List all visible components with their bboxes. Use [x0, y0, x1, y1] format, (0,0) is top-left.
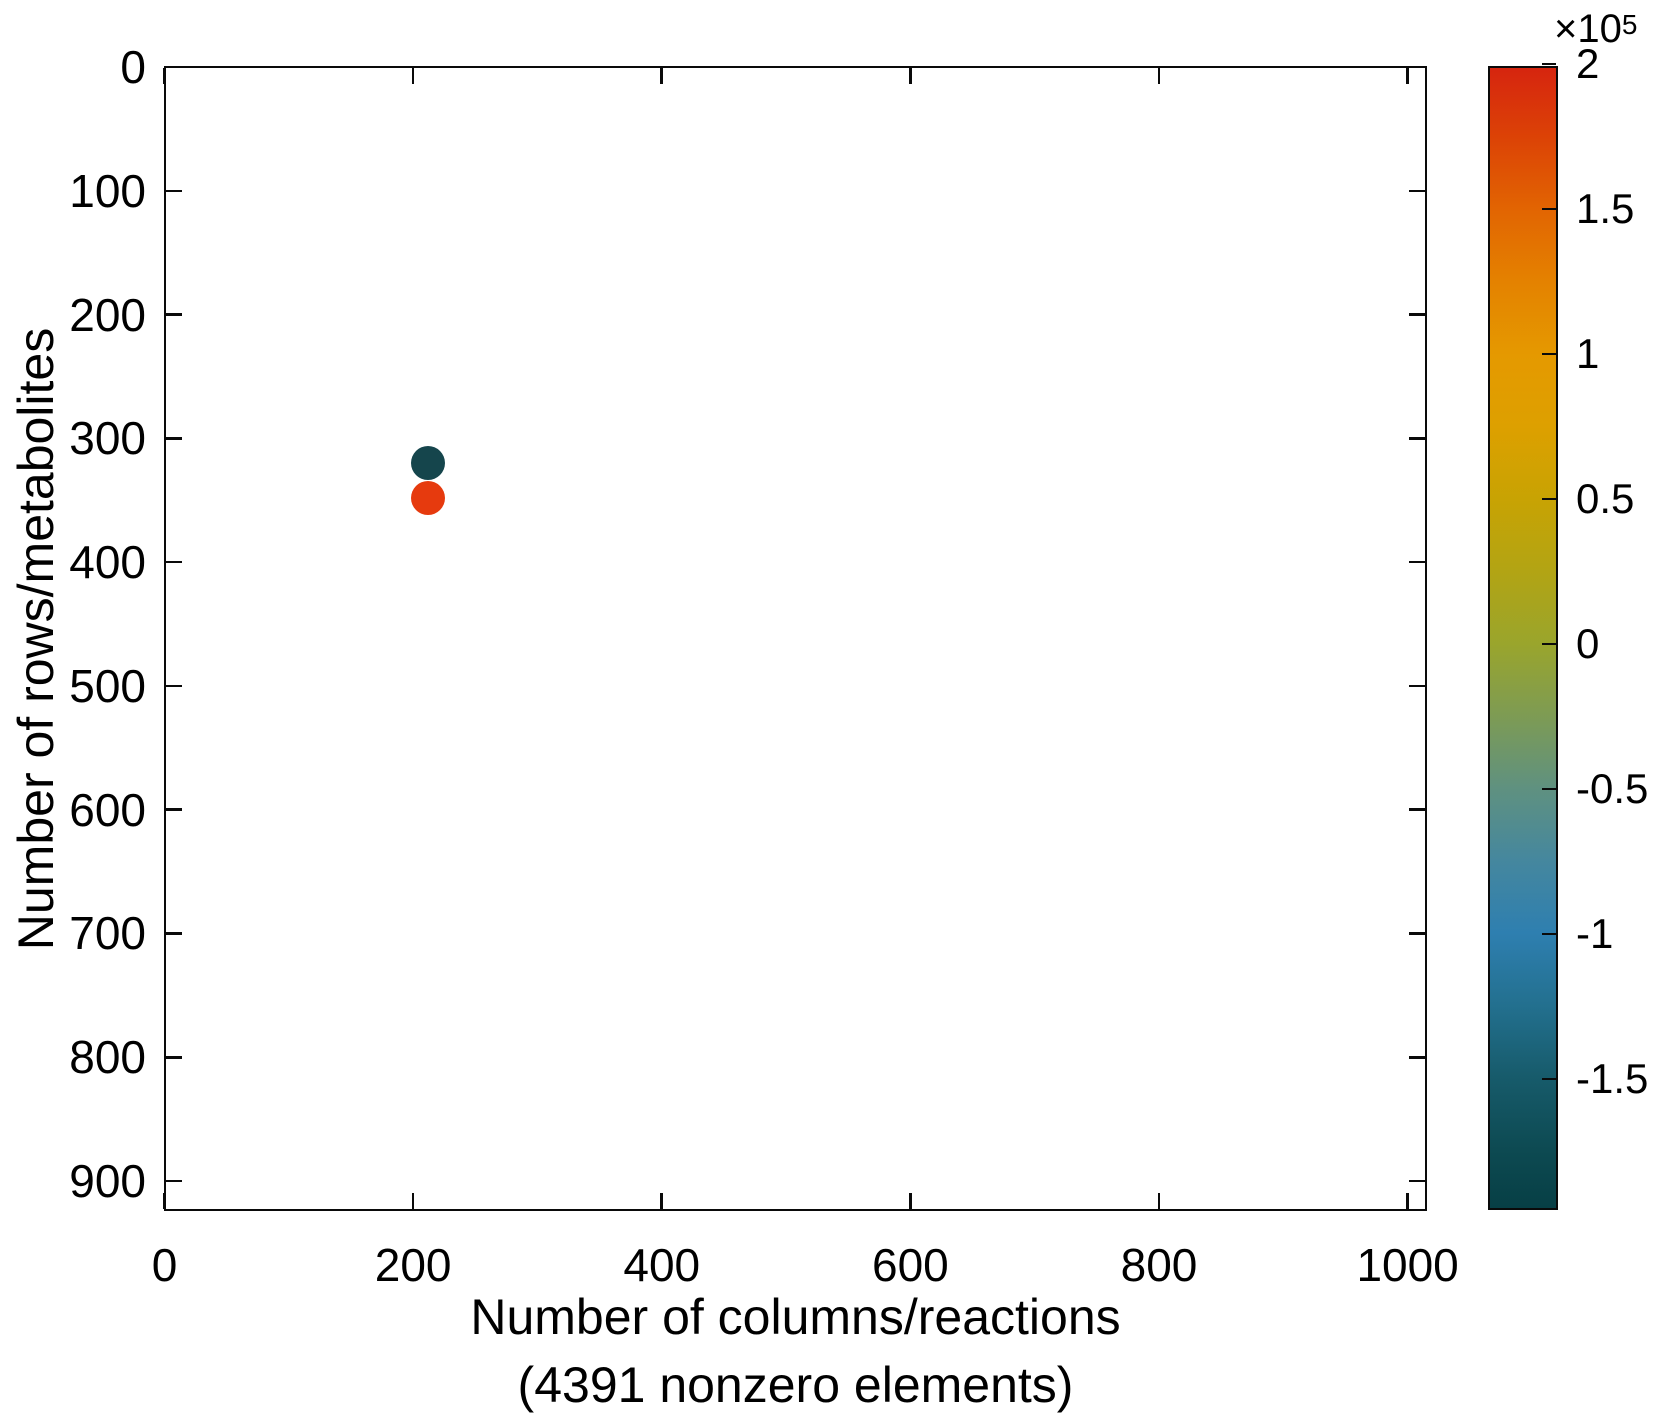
y-tick	[166, 560, 182, 564]
x-tick-top	[163, 68, 166, 84]
y-tick-right	[1409, 1179, 1425, 1183]
colorbar-tick-label: 1.5	[1576, 185, 1635, 232]
colorbar-tick	[1542, 207, 1556, 211]
y-tick	[166, 1056, 182, 1059]
y-tick-label: 0	[120, 41, 146, 93]
y-tick	[166, 437, 182, 440]
x-tick-top	[909, 68, 912, 84]
y-tick	[166, 684, 182, 688]
colorbar-tick-label: -1.5	[1576, 1055, 1649, 1102]
x-tick-top	[1157, 68, 1161, 84]
colorbar-tick	[1542, 352, 1556, 356]
colorbar-tick	[1542, 62, 1556, 66]
positive-extreme-dot	[411, 480, 446, 515]
colorbar-tick	[1542, 1077, 1556, 1081]
y-tick	[166, 313, 182, 316]
x-tick-label: 400	[623, 1239, 701, 1291]
y-tick-label: 400	[69, 536, 146, 589]
plot-area	[164, 66, 1427, 1211]
y-tick-right	[1409, 313, 1425, 316]
x-tick-label: 200	[374, 1239, 452, 1291]
y-tick-right	[1409, 1056, 1425, 1059]
x-tick	[1157, 1193, 1161, 1209]
colorbar-tick-label: -1	[1576, 910, 1614, 957]
x-tick-top	[411, 68, 415, 84]
colorbar-tick-label: 2	[1576, 40, 1600, 87]
y-tick-label: 900	[69, 1155, 146, 1208]
colorbar-tick-label: 0	[1576, 620, 1600, 667]
y-tick-right	[1409, 808, 1425, 811]
x-axis-label-line1: Number of columns/reactions	[470, 1289, 1121, 1345]
y-tick-right	[1409, 189, 1425, 193]
y-tick	[166, 808, 182, 811]
colorbar-tick-label: 0.5	[1576, 475, 1635, 522]
y-tick	[166, 932, 182, 935]
y-tick-right	[1409, 65, 1425, 69]
y-tick-right	[1409, 684, 1425, 688]
colorbar	[1488, 66, 1558, 1210]
y-tick-label: 100	[69, 164, 146, 217]
x-tick-top	[1406, 68, 1409, 84]
colorbar-tick	[1542, 497, 1556, 501]
colorbar-tick-label: 1	[1576, 330, 1600, 377]
colorbar-exponent-power: 5	[1621, 9, 1638, 40]
colorbar-tick	[1542, 787, 1556, 791]
x-tick	[163, 1193, 166, 1209]
colorbar-tick	[1542, 932, 1556, 936]
y-tick-right	[1409, 932, 1425, 935]
y-tick-label: 200	[69, 288, 146, 341]
x-axis-label-line2: (4391 nonzero elements)	[517, 1357, 1074, 1413]
x-tick	[1406, 1193, 1409, 1209]
y-tick-label: 700	[69, 907, 146, 960]
x-tick-label: 1000	[1356, 1239, 1459, 1291]
x-tick-top	[660, 68, 663, 84]
y-tick-right	[1409, 437, 1425, 440]
y-tick-right	[1409, 560, 1425, 564]
y-tick	[166, 1179, 182, 1183]
colorbar-exponent-label: ×105	[1554, 2, 1637, 52]
negative-extreme-dot	[411, 446, 446, 481]
y-tick-label: 500	[69, 659, 146, 712]
colorbar-tick-label: -0.5	[1576, 765, 1649, 812]
x-tick-label: 600	[871, 1239, 949, 1291]
x-tick-label: 0	[151, 1239, 178, 1291]
colorbar-tick	[1542, 642, 1556, 646]
x-tick	[411, 1193, 415, 1209]
y-tick-label: 800	[69, 1031, 146, 1084]
y-tick	[166, 189, 182, 193]
x-tick	[660, 1193, 663, 1209]
colorbar-exponent-base: ×10	[1554, 7, 1622, 51]
x-tick	[909, 1193, 912, 1209]
y-tick	[166, 65, 182, 69]
y-tick-label: 300	[69, 412, 146, 465]
y-tick-label: 600	[69, 783, 146, 836]
x-tick-label: 800	[1120, 1239, 1198, 1291]
